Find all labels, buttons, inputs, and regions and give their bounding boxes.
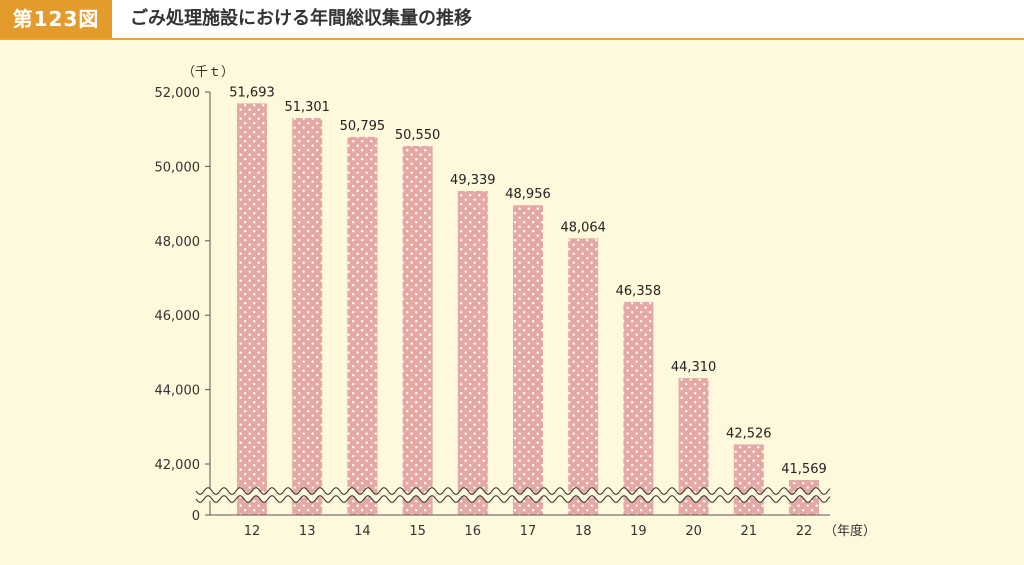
bar-value-label: 46,358 — [616, 284, 662, 299]
bar — [457, 190, 488, 515]
y-tick-label: 46,000 — [155, 309, 201, 324]
axis-break-line-top — [195, 486, 831, 496]
bar — [292, 118, 323, 515]
x-axis-unit-label: （年度） — [824, 523, 876, 539]
bar-value-label: 48,064 — [560, 220, 606, 235]
axis-break-band — [196, 487, 830, 503]
bar-value-label: 49,339 — [450, 173, 496, 188]
bar-value-label: 41,569 — [781, 462, 827, 477]
bar-value-label: 48,956 — [505, 187, 551, 202]
bar-value-label: 44,310 — [671, 360, 717, 375]
x-tick-label: 19 — [630, 524, 647, 539]
x-tick-label: 17 — [520, 524, 537, 539]
x-tick-label: 21 — [741, 524, 758, 539]
x-tick-label: 15 — [409, 524, 426, 539]
y-tick-label-zero: 0 — [192, 509, 200, 524]
figure-header: 第123図 ごみ処理施設における年間総収集量の推移 — [0, 0, 1024, 40]
value-labels-group: 51,693 51,301 50,795 50,550 49,339 48,956 48,0… — [229, 85, 827, 477]
x-tick-label: 18 — [575, 524, 592, 539]
y-tick-label: 44,000 — [155, 384, 201, 399]
bar — [623, 301, 654, 515]
bar — [568, 238, 599, 516]
axis-break-line-bottom — [195, 494, 831, 504]
x-tick-label: 13 — [299, 524, 316, 539]
y-axis-unit-label: （千ｔ） — [182, 65, 234, 80]
bar — [347, 136, 378, 515]
y-tick-label: 48,000 — [155, 235, 201, 250]
figure-title: ごみ処理施設における年間総収集量の推移 — [130, 8, 472, 29]
y-tick-label: 50,000 — [155, 160, 201, 175]
y-axis: （千ｔ） 42,000 44,000 46,000 48,000 50,000 52,000… — [155, 65, 235, 524]
bar-chart: （千ｔ） 42,000 44,000 46,000 48,000 50,000 52,000… — [155, 65, 877, 539]
x-tick-label: 12 — [244, 524, 261, 539]
bar-value-label: 51,693 — [229, 85, 275, 100]
x-tick-label: 16 — [465, 524, 482, 539]
bars-group — [237, 103, 819, 516]
figure-number-badge: 第123図 — [0, 0, 112, 38]
x-tick-label: 20 — [685, 524, 702, 539]
chart-area: （千ｔ） 42,000 44,000 46,000 48,000 50,000 52,000… — [0, 40, 1024, 565]
bar — [733, 444, 764, 515]
bar-value-label: 50,550 — [395, 128, 441, 143]
bar — [402, 145, 433, 515]
bar-value-label: 50,795 — [340, 119, 386, 134]
bar-value-label: 42,526 — [726, 426, 772, 441]
x-axis: 12 13 14 15 16 17 18 19 20 21 22 （年度） — [210, 514, 876, 539]
x-tick-label: 22 — [796, 524, 813, 539]
bar — [237, 103, 267, 515]
bar — [513, 205, 543, 515]
x-tick-label: 14 — [354, 524, 371, 539]
axis-break — [195, 486, 831, 504]
bar-value-label: 51,301 — [284, 100, 330, 115]
y-tick-label: 52,000 — [155, 86, 201, 101]
y-tick-label: 42,000 — [155, 458, 201, 473]
